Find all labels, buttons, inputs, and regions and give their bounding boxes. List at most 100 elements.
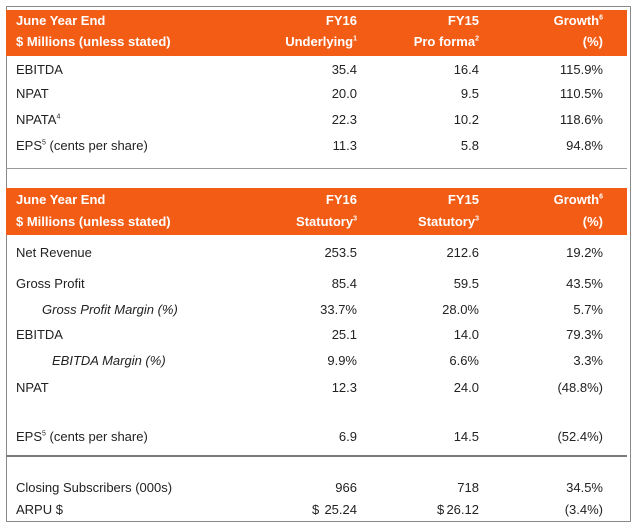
row-growth: 115.9% xyxy=(559,62,603,77)
label-text: EPS xyxy=(16,429,43,444)
table1-header: June Year End FY16 FY15 Growth6 $ Millio… xyxy=(6,10,627,56)
row-fy15: 59.5 xyxy=(453,276,479,291)
row-growth: 5.7% xyxy=(573,302,603,317)
row-fy16: 35.4 xyxy=(331,62,357,77)
row-fy16: 25.24 xyxy=(324,502,357,517)
row-growth: 43.5% xyxy=(566,276,603,291)
table1-header-col4-line1: Growth6 xyxy=(554,13,603,28)
table-row: EPS5 (cents per share) 6.9 14.5 (52.4%) xyxy=(6,427,627,447)
table1-header-col3-line2: Pro forma2 xyxy=(414,34,479,49)
row-growth: 19.2% xyxy=(566,245,603,260)
row-growth: 110.5% xyxy=(559,86,603,101)
footnote-marker: 5 xyxy=(42,139,46,147)
financial-summary-frame xyxy=(6,6,631,522)
row-label: ARPU $ xyxy=(16,502,63,517)
table2-header-col4-line1: Growth6 xyxy=(554,192,603,207)
row-fy16: 22.3 xyxy=(331,112,357,127)
row-fy16: 253.5 xyxy=(324,245,357,260)
row-growth: 118.6% xyxy=(559,112,603,127)
footnote-marker: 3 xyxy=(353,215,357,223)
row-label: EPS5 (cents per share) xyxy=(16,429,148,444)
footnote-marker: 4 xyxy=(56,113,61,121)
table1-header-col4-line2: (%) xyxy=(582,34,603,49)
table2-header-col3-line2: Statutory3 xyxy=(418,214,479,229)
footnote-marker: 2 xyxy=(475,35,479,43)
statutory-label: Statutory xyxy=(296,214,354,229)
table1-header-col1-line1: June Year End xyxy=(16,13,106,28)
table-divider xyxy=(6,168,627,169)
table-row: EBITDA 25.1 14.0 79.3% xyxy=(6,325,627,345)
row-fy16: 9.9% xyxy=(327,353,357,368)
table2-header-col2-line1: FY16 xyxy=(325,192,357,207)
row-label: Net Revenue xyxy=(16,245,92,260)
row-growth: 34.5% xyxy=(566,480,603,495)
table-row: EPS5 (cents per share) 11.3 5.8 94.8% xyxy=(6,136,627,156)
row-growth: (52.4%) xyxy=(557,429,603,444)
row-label: NPATA4 xyxy=(16,112,60,127)
label-suffix: (cents per share) xyxy=(45,138,148,153)
label-text: NPATA xyxy=(16,112,57,127)
row-label: EBITDA xyxy=(16,62,63,77)
table1-header-col2-line1: FY16 xyxy=(325,13,357,28)
row-label: Gross Profit Margin (%) xyxy=(42,302,178,317)
footnote-marker: 1 xyxy=(353,35,357,43)
table-row: NPAT 20.0 9.5 110.5% xyxy=(6,84,627,104)
row-fy16: 6.9 xyxy=(338,429,357,444)
row-fy16: 33.7% xyxy=(320,302,357,317)
table2-header-col3-line1: FY15 xyxy=(447,192,479,207)
row-fy15: 5.8 xyxy=(460,138,479,153)
table1-header-col2-line2: Underlying1 xyxy=(285,34,357,49)
table2-header-col1-line1: June Year End xyxy=(16,192,106,207)
row-fy15: 10.2 xyxy=(453,112,479,127)
footnote-marker: 6 xyxy=(599,14,603,22)
row-fy16: 966 xyxy=(335,480,357,495)
table-divider xyxy=(6,455,627,457)
table-row: Net Revenue 253.5 212.6 19.2% xyxy=(6,243,627,263)
table-row: NPATA4 22.3 10.2 118.6% xyxy=(6,110,627,130)
table-row: Gross Profit Margin (%) 33.7% 28.0% 5.7% xyxy=(6,300,627,320)
table-row: Closing Subscribers (000s) 966 718 34.5% xyxy=(6,478,627,498)
footnote-marker: 6 xyxy=(599,193,603,201)
row-fy16-currency: $ xyxy=(312,502,320,517)
row-label: NPAT xyxy=(16,86,49,101)
row-fy16: 20.0 xyxy=(331,86,357,101)
footnote-marker: 3 xyxy=(475,215,479,223)
row-label: EBITDA Margin (%) xyxy=(52,353,166,368)
row-label: NPAT xyxy=(16,380,49,395)
table1-header-col1-line2: $ Millions (unless stated) xyxy=(16,34,171,49)
row-fy15: 16.4 xyxy=(453,62,479,77)
row-fy15-currency: $ xyxy=(437,502,445,517)
table-row: NPAT 12.3 24.0 (48.8%) xyxy=(6,378,627,398)
table1-header-col3-line1: FY15 xyxy=(447,13,479,28)
table-row: EBITDA 35.4 16.4 115.9% xyxy=(6,60,627,80)
row-fy15: 26.12 xyxy=(446,502,479,517)
row-growth: 79.3% xyxy=(566,327,603,342)
table-row: EBITDA Margin (%) 9.9% 6.6% 3.3% xyxy=(6,351,627,371)
row-label: EPS5 (cents per share) xyxy=(16,138,148,153)
label-text: EPS xyxy=(16,138,43,153)
row-growth: (3.4%) xyxy=(564,502,603,517)
footnote-marker: 5 xyxy=(42,430,46,438)
row-fy15: 28.0% xyxy=(442,302,479,317)
table2-header-col2-line2: Statutory3 xyxy=(296,214,357,229)
row-fy15: 14.5 xyxy=(453,429,479,444)
table-row: ARPU $ $ 25.24 $ 26.12 (3.4%) xyxy=(6,500,627,520)
pro-forma-label: Pro forma xyxy=(413,34,476,49)
row-fy15: 9.5 xyxy=(460,86,479,101)
label-suffix: (cents per share) xyxy=(45,429,148,444)
row-fy16: 85.4 xyxy=(331,276,357,291)
row-fy15: 14.0 xyxy=(453,327,479,342)
table2-header-col1-line2: $ Millions (unless stated) xyxy=(16,214,171,229)
row-fy16: 11.3 xyxy=(332,138,357,153)
table2-header-col4-line2: (%) xyxy=(582,214,603,229)
row-fy16: 12.3 xyxy=(331,380,357,395)
row-fy15: 718 xyxy=(457,480,479,495)
row-label: Gross Profit xyxy=(16,276,85,291)
statutory-label: Statutory xyxy=(418,214,476,229)
row-fy15: 24.0 xyxy=(453,380,479,395)
row-growth: (48.8%) xyxy=(557,380,603,395)
row-fy16: 25.1 xyxy=(331,327,357,342)
growth-label: Growth xyxy=(553,13,600,28)
table-row: Gross Profit 85.4 59.5 43.5% xyxy=(6,274,627,294)
growth-label: Growth xyxy=(553,192,600,207)
